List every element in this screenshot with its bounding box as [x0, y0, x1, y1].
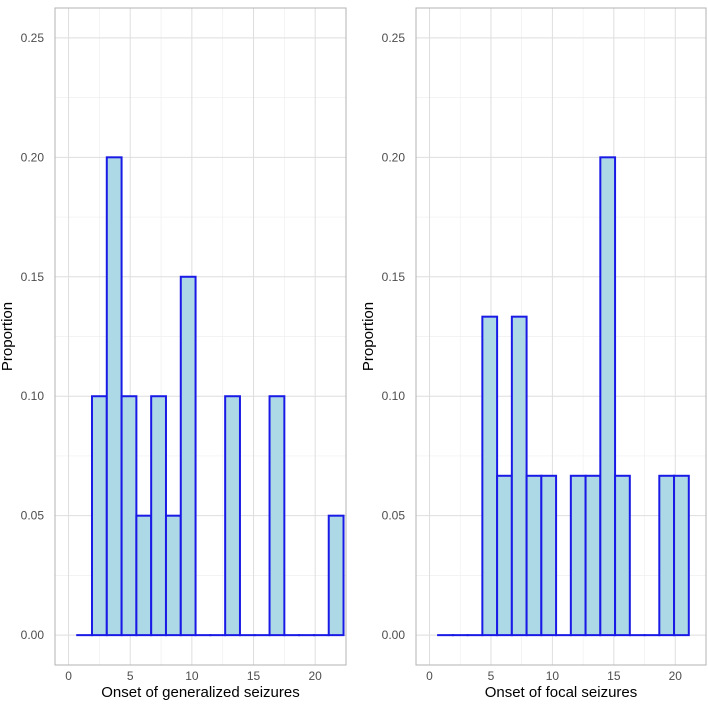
histogram-bar [482, 317, 497, 635]
histogram-bar [497, 476, 512, 635]
x-tick-label: 5 [127, 669, 134, 683]
y-tick-label: 0.25 [382, 31, 406, 45]
histogram-bar [674, 476, 689, 635]
histogram-bar [270, 396, 285, 635]
y-axis-title: Proportion [0, 302, 16, 371]
histogram-bar [107, 157, 122, 635]
y-tick-label: 0.20 [382, 150, 406, 164]
histogram-bar [329, 516, 344, 635]
y-tick-label: 0.15 [382, 270, 406, 284]
panel-focal: 0.00 0.05 0.10 0.15 0.20 0.25 0 5 10 15 20 Onset of… [360, 8, 706, 701]
x-tick-label: 15 [607, 669, 621, 683]
histogram-bar [600, 157, 615, 635]
y-tick-label: 0.00 [21, 628, 45, 642]
x-tick-label: 5 [488, 669, 495, 683]
histogram-bar [136, 516, 151, 635]
x-tick-label: 0 [426, 669, 433, 683]
histogram-bar [541, 476, 556, 635]
x-tick-label: 20 [308, 669, 322, 683]
histogram-bar [225, 396, 240, 635]
x-tick-label: 10 [185, 669, 199, 683]
y-tick-label: 0.25 [21, 31, 45, 45]
histogram-bar [571, 476, 586, 635]
x-tick-label: 20 [669, 669, 683, 683]
histogram-bar [92, 396, 107, 635]
histogram-bar [615, 476, 630, 635]
histogram-bar [122, 396, 137, 635]
y-tick-label: 0.05 [21, 509, 45, 523]
x-axis-title: Onset of focal seizures [485, 684, 638, 701]
histogram-bar [151, 396, 166, 635]
x-tick-label: 15 [247, 669, 261, 683]
y-axis-title: Proportion [360, 302, 377, 371]
histogram-bar [512, 317, 527, 635]
y-tick-label: 0.00 [382, 628, 406, 642]
histogram-bar [586, 476, 601, 635]
histogram-bar [181, 277, 196, 635]
histogram-bar [659, 476, 674, 635]
x-axis-title: Onset of generalized seizures [101, 684, 299, 701]
y-tick-label: 0.10 [21, 389, 45, 403]
x-tick-label: 0 [65, 669, 72, 683]
histogram-bar [527, 476, 542, 635]
y-tick-label: 0.05 [382, 509, 406, 523]
y-tick-label: 0.20 [21, 150, 45, 164]
y-tick-label: 0.15 [21, 270, 45, 284]
histogram-bar [166, 516, 181, 635]
y-tick-label: 0.10 [382, 389, 406, 403]
panel-generalized: 0.00 0.05 0.10 0.15 0.20 0.25 0 5 10 15 20 Onset of… [0, 8, 346, 701]
x-tick-label: 10 [546, 669, 560, 683]
